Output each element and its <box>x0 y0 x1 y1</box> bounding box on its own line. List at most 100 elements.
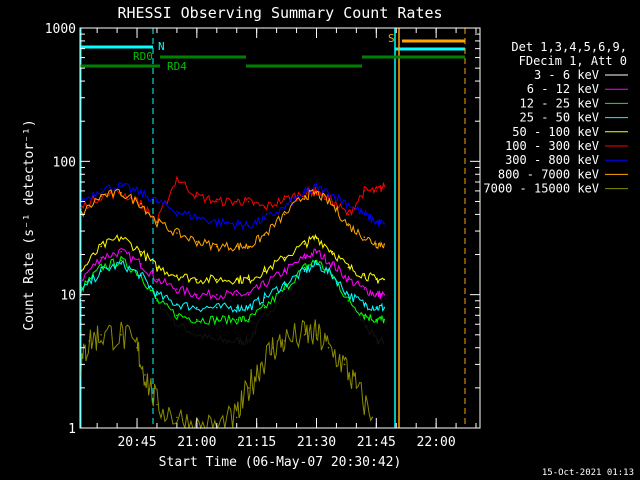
series-2-point-9 <box>247 318 250 321</box>
series-5-point-8 <box>235 200 238 203</box>
series-7-point-2 <box>120 192 122 194</box>
series-8-point-15 <box>303 334 306 336</box>
series-7-point-5 <box>176 232 178 234</box>
series-1-point-7 <box>216 293 218 296</box>
series-3-point-8 <box>235 306 238 309</box>
series-4-point-4 <box>156 266 158 269</box>
series-3-point-0 <box>80 291 82 293</box>
series-3-point-6 <box>196 306 198 309</box>
series-6-point-3 <box>140 192 142 194</box>
series-6-point-2 <box>120 185 122 188</box>
series-2-point-12 <box>303 266 306 269</box>
series-2-point-5 <box>176 314 178 317</box>
series-6-point-9 <box>247 224 250 227</box>
series-6-point-1 <box>100 188 102 190</box>
rd0-flag-label: RD0 <box>133 50 153 63</box>
series-7-point-12 <box>303 195 306 197</box>
series-8-point-6 <box>156 403 158 406</box>
series-2-point-16 <box>363 314 366 317</box>
series-7-point-15 <box>347 224 350 227</box>
series-line-8 <box>80 319 373 430</box>
series-0-point-9 <box>247 340 250 342</box>
series-4-point-17 <box>375 278 378 281</box>
series-0-point-18 <box>383 340 386 342</box>
series-6-point-11 <box>283 206 286 209</box>
series-line-5 <box>80 175 385 225</box>
series-0-point-11 <box>283 293 286 296</box>
series-2-point-2 <box>120 259 122 262</box>
legend-label-6: 300 - 800 keV <box>505 153 599 167</box>
x-tick-label-1: 21:00 <box>177 435 216 450</box>
series-8-point-18 <box>343 363 346 366</box>
series-0-point-16 <box>363 323 366 326</box>
series-5-point-5 <box>176 177 178 179</box>
series-3-point-9 <box>247 306 250 309</box>
series-7-point-17 <box>375 243 378 245</box>
series-0-point-0 <box>80 296 82 299</box>
legend-label-0: 3 - 6 keV <box>534 68 599 82</box>
legend-label-5: 100 - 300 keV <box>505 139 599 153</box>
series-6-point-8 <box>235 223 238 225</box>
series-1-point-9 <box>247 293 250 296</box>
series-3-point-2 <box>120 263 122 265</box>
timestamp: 15-Oct-2021 01:13 <box>542 468 634 478</box>
series-4-point-8 <box>235 278 238 281</box>
series-8-point-1 <box>88 340 90 342</box>
series-4-point-16 <box>363 274 366 277</box>
series-7-point-13 <box>315 192 318 194</box>
series-8-point-12 <box>259 363 262 366</box>
series-line-1 <box>81 248 385 300</box>
series-8-point-16 <box>315 334 318 336</box>
series-4-point-15 <box>347 266 350 269</box>
series-1-point-0 <box>80 278 82 281</box>
legend-label-8: 7000 - 15000 keV <box>483 182 599 196</box>
series-3-point-15 <box>347 293 350 296</box>
rd4-flag-label: RD4 <box>167 60 187 73</box>
flag-bars <box>80 28 466 428</box>
series-8-point-14 <box>283 340 286 342</box>
series-6-point-15 <box>347 203 350 205</box>
series-7-point-18 <box>383 243 386 245</box>
series-0-point-8 <box>235 340 238 342</box>
series-7-point-11 <box>283 213 286 216</box>
series-3-point-11 <box>283 283 286 285</box>
series-3-point-12 <box>303 270 306 273</box>
series-2-point-18 <box>383 318 386 321</box>
series-8-point-4 <box>136 346 138 349</box>
series-8-point-3 <box>120 334 122 336</box>
series-2-point-8 <box>235 318 238 321</box>
series-5-point-10 <box>263 206 266 209</box>
series-6-point-18 <box>383 223 386 225</box>
series-6-point-7 <box>216 221 218 223</box>
series-5-point-18 <box>383 185 386 188</box>
series-1-point-11 <box>283 270 286 273</box>
series-1-point-10 <box>263 283 266 285</box>
series-5-point-15 <box>347 213 350 216</box>
series-3-point-1 <box>100 270 102 273</box>
y-axis-label: Count Rate (s⁻¹ detector⁻¹) <box>22 119 37 330</box>
series-4-point-11 <box>283 256 286 259</box>
series-1-point-5 <box>176 288 178 290</box>
legend-header-line-1: Det 1,3,4,5,6,9, <box>511 40 627 54</box>
x-tick-label-3: 21:30 <box>297 435 336 450</box>
series-1-point-13 <box>315 250 318 253</box>
series-3-point-13 <box>315 263 318 265</box>
series-2-point-6 <box>196 318 198 321</box>
series-1-point-3 <box>140 263 142 265</box>
y-tick-label-2: 100 <box>53 155 76 170</box>
plot-frame <box>79 27 481 429</box>
y-tick-label-0: 1 <box>68 422 76 437</box>
series-0-point-6 <box>196 334 198 336</box>
series-2-point-10 <box>263 306 266 309</box>
series-1-point-17 <box>375 293 378 296</box>
series-8-point-5 <box>144 374 146 376</box>
series-line-4 <box>80 233 385 285</box>
series-4-point-5 <box>176 274 178 277</box>
series-1-point-14 <box>331 263 334 265</box>
series-4-point-13 <box>315 236 318 238</box>
series-5-point-17 <box>375 190 378 192</box>
series-7-point-16 <box>363 236 366 238</box>
series-4-point-7 <box>216 278 218 281</box>
series-0-point-10 <box>263 314 266 317</box>
series-1-point-4 <box>156 278 158 281</box>
